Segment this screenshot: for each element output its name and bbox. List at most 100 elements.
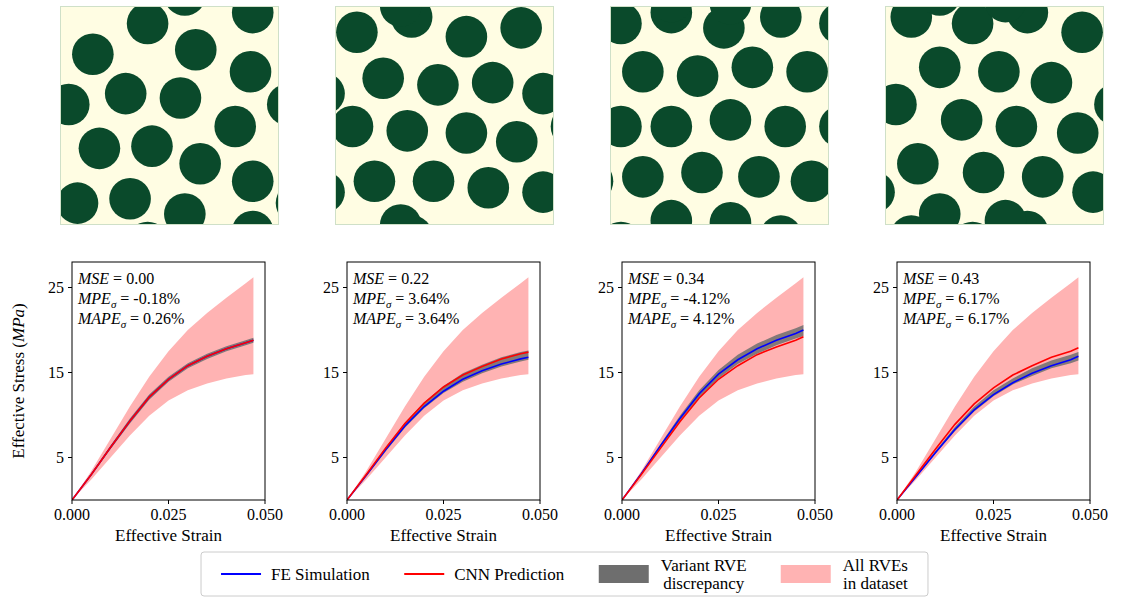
annotation-label: MAPE bbox=[627, 310, 671, 327]
fiber bbox=[996, 106, 1038, 148]
fiber bbox=[622, 51, 664, 93]
fiber bbox=[919, 193, 961, 225]
fiber bbox=[380, 6, 422, 27]
fiber bbox=[1031, 62, 1073, 104]
legend-label: Variant RVEdiscrepancy bbox=[661, 556, 747, 593]
y-tick-label: 25 bbox=[48, 279, 64, 296]
band bbox=[622, 277, 803, 500]
y-tick-label: 15 bbox=[48, 364, 64, 381]
fiber bbox=[496, 121, 538, 163]
band bbox=[72, 338, 253, 500]
annotation-label: MSE bbox=[77, 270, 109, 287]
plot-marks bbox=[622, 277, 803, 500]
fiber bbox=[413, 160, 455, 202]
annotation-value: = 6.17% bbox=[945, 290, 999, 307]
annotation-label: MPE bbox=[627, 290, 661, 307]
line bbox=[72, 340, 253, 500]
annotation-subscript: σ bbox=[386, 298, 392, 310]
fiber bbox=[786, 51, 828, 93]
line bbox=[347, 357, 528, 500]
fiber bbox=[164, 6, 206, 16]
legend: FE Simulation CNN Prediction Variant RVEdi… bbox=[201, 552, 928, 596]
rve-image bbox=[335, 6, 554, 225]
x-axis-title: Effective Strain bbox=[115, 526, 222, 545]
fiber bbox=[230, 51, 272, 93]
x-tick-label: 0.050 bbox=[1072, 506, 1108, 523]
annotation-value: = 0.22 bbox=[388, 270, 429, 287]
y-tick bbox=[618, 287, 622, 288]
image-border bbox=[886, 7, 1104, 225]
fiber bbox=[1094, 84, 1104, 126]
annotation-subscript: σ bbox=[111, 298, 117, 310]
fiber bbox=[472, 62, 514, 104]
x-tick bbox=[897, 500, 898, 504]
x-axis-title: Effective Strain bbox=[665, 526, 772, 545]
fiber bbox=[522, 73, 554, 115]
fiber bbox=[622, 156, 664, 198]
fiber bbox=[179, 143, 221, 185]
x-tick bbox=[443, 500, 444, 504]
legend-label: FE Simulation bbox=[271, 565, 370, 584]
y-tick bbox=[893, 457, 897, 458]
fiber bbox=[500, 7, 542, 49]
fiber bbox=[60, 182, 98, 224]
band bbox=[347, 350, 528, 500]
y-tick-label: 5 bbox=[331, 449, 339, 466]
fiber bbox=[175, 29, 217, 71]
fiber bbox=[952, 6, 994, 44]
fiber bbox=[919, 6, 961, 16]
line bbox=[72, 340, 253, 500]
annotation-label: MAPE bbox=[902, 310, 946, 327]
fiber bbox=[335, 106, 373, 148]
fiber bbox=[336, 11, 378, 53]
y-tick-label: 5 bbox=[56, 449, 64, 466]
line bbox=[897, 356, 1078, 500]
fiber bbox=[267, 84, 279, 126]
annotation: MSE= 0.22 bbox=[352, 270, 429, 287]
fiber bbox=[651, 200, 693, 225]
legend-label-line: in dataset bbox=[843, 574, 908, 593]
fiber bbox=[710, 6, 752, 25]
annotation: MPEσ= -4.12% bbox=[627, 290, 730, 310]
y-tick-label: 15 bbox=[873, 364, 889, 381]
legend-label-line: discrepancy bbox=[663, 574, 745, 593]
plot-frame bbox=[347, 262, 540, 500]
line bbox=[347, 352, 528, 500]
plot-background bbox=[897, 262, 1090, 500]
fiber bbox=[985, 200, 1027, 225]
rve-image bbox=[885, 6, 1104, 225]
y-axis-title: Effective Stress (MPa) bbox=[9, 303, 28, 459]
fiber bbox=[819, 6, 829, 44]
fiber bbox=[446, 112, 488, 154]
x-tick bbox=[168, 500, 169, 504]
annotation-label: MAPE bbox=[352, 310, 396, 327]
plot-marks bbox=[897, 277, 1078, 500]
fiber bbox=[651, 6, 693, 22]
legend-label: All RVEsin dataset bbox=[843, 556, 908, 593]
legend-label: CNN Prediction bbox=[454, 565, 565, 584]
fiber bbox=[522, 171, 554, 213]
fiber bbox=[214, 106, 256, 148]
fiber bbox=[1072, 171, 1104, 213]
fiber bbox=[380, 204, 422, 225]
annotation-subscript: σ bbox=[396, 318, 402, 330]
annotation-label: MSE bbox=[352, 270, 384, 287]
annotation: MPEσ= 6.17% bbox=[902, 290, 1000, 310]
y-title-part: ) bbox=[9, 303, 28, 309]
y-title-part: MPa bbox=[9, 309, 28, 343]
plot-marks bbox=[347, 277, 528, 500]
annotation-subscript: σ bbox=[946, 318, 952, 330]
fiber bbox=[164, 193, 206, 225]
fiber bbox=[985, 6, 1027, 22]
annotation-label: MPE bbox=[77, 290, 111, 307]
fiber bbox=[79, 128, 121, 170]
fiber bbox=[919, 47, 961, 89]
annotation-value: = 0.26% bbox=[130, 310, 184, 327]
fiber bbox=[791, 160, 829, 202]
fiber bbox=[885, 84, 917, 126]
band bbox=[897, 352, 1078, 500]
annotation-subscript: σ bbox=[936, 298, 942, 310]
x-tick-label: 0.050 bbox=[247, 506, 283, 523]
x-tick bbox=[993, 500, 994, 504]
fiber bbox=[890, 6, 932, 38]
